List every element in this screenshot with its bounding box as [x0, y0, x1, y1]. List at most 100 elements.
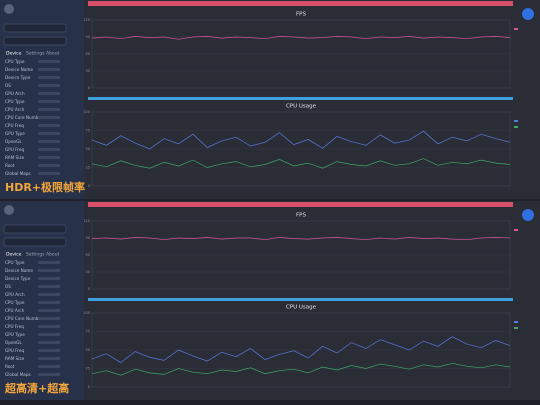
info-value: [38, 317, 60, 320]
info-label: Global Maps: [5, 171, 31, 176]
y-tick-label: 120: [83, 219, 90, 223]
info-value: [38, 84, 60, 87]
info-value: [38, 277, 60, 280]
app-select[interactable]: [3, 23, 67, 33]
series-line: [91, 130, 511, 150]
info-label: Root: [5, 163, 15, 168]
info-value: [38, 92, 60, 95]
info-label: GPU Freq: [5, 147, 24, 152]
y-tick-label: 30: [86, 270, 90, 274]
y-tick-label: 75: [86, 330, 90, 334]
y-tick-label: 90: [86, 35, 90, 39]
timeline[interactable]: [88, 298, 513, 301]
top-bar: [88, 202, 513, 207]
tab[interactable]: Settings: [26, 252, 45, 258]
info-label: RAM Size: [5, 155, 25, 160]
info-label: OS: [5, 284, 11, 289]
info-label: CPU Freq: [5, 324, 24, 329]
info-label: Device Type: [5, 276, 31, 281]
info-value: [38, 100, 60, 103]
series-line: [91, 36, 511, 40]
y-tick-label: 120: [83, 18, 90, 22]
y-tick-label: 30: [86, 69, 90, 73]
y-tick-label: 0: [88, 287, 90, 291]
y-tick-label: 90: [86, 236, 90, 240]
tab[interactable]: Settings: [26, 51, 45, 57]
info-value: [38, 148, 60, 151]
chart-title: CPU Usage: [286, 104, 317, 110]
info-value: [38, 333, 60, 336]
y-tick-label: 0: [88, 184, 90, 188]
info-value: [38, 60, 60, 63]
info-value: [38, 365, 60, 368]
info-label: OpenGL: [5, 139, 22, 144]
info-value: [38, 140, 60, 143]
legend-swatch: [514, 28, 518, 30]
tab[interactable]: Device: [6, 51, 22, 57]
info-label: CPU Type: [5, 99, 25, 104]
tab[interactable]: About: [46, 51, 60, 57]
y-tick-label: 25: [86, 367, 90, 371]
info-label: CPU Freq: [5, 123, 24, 128]
series-line: [91, 336, 511, 364]
info-label: CPU Type: [5, 59, 25, 64]
y-tick-label: 50: [86, 348, 90, 352]
y-tick-label: 60: [86, 52, 90, 56]
info-value: [38, 349, 60, 352]
info-label: GPU Type: [5, 131, 25, 136]
mode-select[interactable]: [3, 237, 67, 247]
tab[interactable]: About: [46, 252, 60, 258]
info-label: GPU Arch: [5, 292, 25, 297]
y-tick-label: 0: [88, 385, 90, 389]
legend-swatch: [514, 229, 518, 231]
info-label: CPU Type: [5, 300, 25, 305]
info-value: [38, 285, 60, 288]
info-label: GPU Freq: [5, 348, 24, 353]
chart-title: FPS: [296, 12, 306, 18]
info-value: [38, 301, 60, 304]
info-label: RAM Size: [5, 356, 25, 361]
info-label: GPU Type: [5, 332, 25, 337]
legend-swatch: [514, 120, 518, 122]
info-value: [38, 309, 60, 312]
info-value: [38, 164, 60, 167]
info-value: [38, 341, 60, 344]
info-value: [38, 108, 60, 111]
legend-swatch: [514, 126, 518, 128]
info-value: [38, 124, 60, 127]
y-tick-label: 100: [83, 311, 90, 315]
info-value: [38, 172, 60, 175]
play-button[interactable]: [522, 209, 534, 221]
info-value: [38, 269, 60, 272]
info-value: [38, 76, 60, 79]
series-line: [91, 158, 511, 169]
timeline[interactable]: [88, 97, 513, 100]
info-label: CPU Core Number: [5, 115, 43, 120]
avatar: [4, 4, 14, 14]
info-label: Root: [5, 364, 15, 369]
app-select[interactable]: [3, 224, 67, 234]
y-tick-label: 25: [86, 166, 90, 170]
mode-select[interactable]: [3, 36, 67, 46]
legend-swatch: [514, 327, 518, 329]
info-value: [38, 261, 60, 264]
info-label: CPU Arch: [5, 107, 25, 112]
chart-title: FPS: [296, 213, 306, 219]
info-label: Device Name: [5, 268, 33, 273]
y-tick-label: 75: [86, 129, 90, 133]
info-label: Global Maps: [5, 372, 31, 377]
tab[interactable]: Device: [6, 252, 22, 258]
info-value: [38, 373, 60, 376]
info-label: GPU Arch: [5, 91, 25, 96]
info-value: [38, 116, 60, 119]
play-button[interactable]: [522, 8, 534, 20]
y-tick-label: 50: [86, 147, 90, 151]
info-value: [38, 68, 60, 71]
info-label: Device Type: [5, 75, 31, 80]
y-tick-label: 0: [88, 86, 90, 90]
info-label: Device Name: [5, 67, 33, 72]
info-value: [38, 357, 60, 360]
info-label: OS: [5, 83, 11, 88]
